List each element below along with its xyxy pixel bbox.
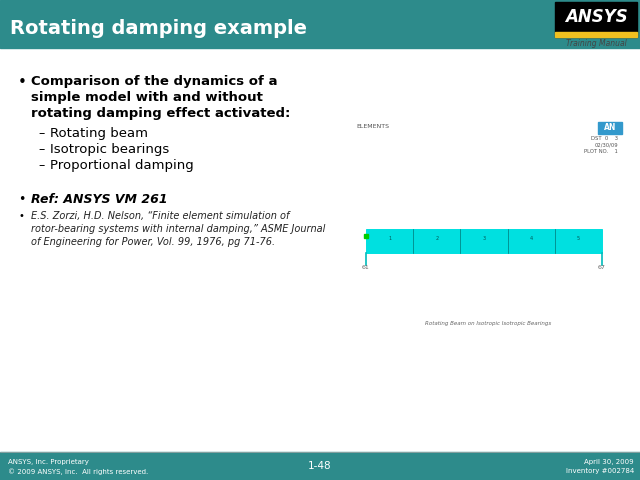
Text: ANSYS, Inc. Proprietary: ANSYS, Inc. Proprietary xyxy=(8,459,89,465)
Text: Rotating damping example: Rotating damping example xyxy=(10,19,307,38)
Text: Inventory #002784: Inventory #002784 xyxy=(566,468,634,474)
Text: rotating damping effect activated:: rotating damping effect activated: xyxy=(31,107,291,120)
Text: AN: AN xyxy=(604,123,616,132)
Text: –: – xyxy=(38,159,44,172)
Text: Isotropic bearings: Isotropic bearings xyxy=(50,143,169,156)
Text: 5: 5 xyxy=(577,236,580,241)
Bar xyxy=(0,452,640,480)
Text: Ref: ANSYS VM 261: Ref: ANSYS VM 261 xyxy=(31,193,168,206)
Text: simple model with and without: simple model with and without xyxy=(31,91,263,104)
Text: Rotating beam: Rotating beam xyxy=(50,127,148,140)
Text: •: • xyxy=(18,211,24,221)
Text: 2: 2 xyxy=(435,236,438,241)
Text: Training Manual: Training Manual xyxy=(566,39,627,48)
Text: •: • xyxy=(18,75,27,90)
Text: 67: 67 xyxy=(598,265,606,270)
Bar xyxy=(0,48,640,452)
Text: April 30, 2009: April 30, 2009 xyxy=(584,459,634,465)
Bar xyxy=(0,0,640,48)
Bar xyxy=(366,229,602,253)
Text: Rotating Beam on Isotropic Isotropic Bearings: Rotating Beam on Isotropic Isotropic Bea… xyxy=(425,321,551,326)
Text: •: • xyxy=(18,193,26,206)
Text: DST  0    3
02/30/09
PLOT NO.    1: DST 0 3 02/30/09 PLOT NO. 1 xyxy=(584,136,618,154)
Text: 1: 1 xyxy=(388,236,391,241)
Text: ANSYS: ANSYS xyxy=(564,8,627,26)
Text: 4: 4 xyxy=(530,236,532,241)
Text: Comparison of the dynamics of a: Comparison of the dynamics of a xyxy=(31,75,278,88)
Text: –: – xyxy=(38,127,44,140)
Bar xyxy=(352,120,624,330)
Text: 61: 61 xyxy=(362,265,370,270)
Text: rotor-bearing systems with internal damping,” ASME Journal: rotor-bearing systems with internal damp… xyxy=(31,224,325,234)
Text: 3: 3 xyxy=(483,236,486,241)
Text: –: – xyxy=(38,143,44,156)
Text: E.S. Zorzi, H.D. Nelson, “Finite element simulation of: E.S. Zorzi, H.D. Nelson, “Finite element… xyxy=(31,211,289,221)
Bar xyxy=(555,32,637,37)
Bar xyxy=(598,122,622,134)
Text: of Engineering for Power, Vol. 99, 1976, pg 71-76.: of Engineering for Power, Vol. 99, 1976,… xyxy=(31,237,275,247)
Text: 1-48: 1-48 xyxy=(308,461,332,471)
Text: Proportional damping: Proportional damping xyxy=(50,159,194,172)
Bar xyxy=(555,2,637,37)
Text: © 2009 ANSYS, Inc.  All rights reserved.: © 2009 ANSYS, Inc. All rights reserved. xyxy=(8,468,148,475)
Text: ELEMENTS: ELEMENTS xyxy=(356,124,389,129)
